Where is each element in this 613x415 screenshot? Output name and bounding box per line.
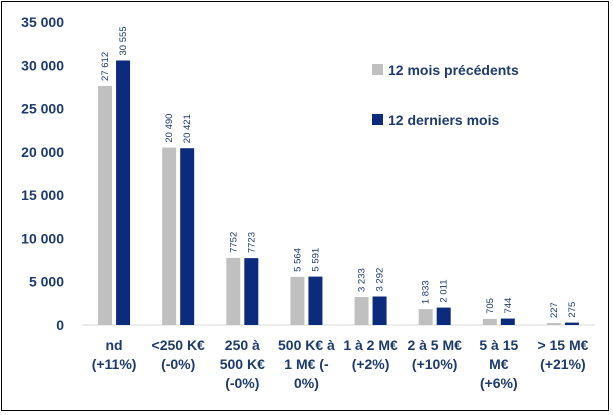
bar-derniers xyxy=(436,307,451,325)
legend-swatch xyxy=(372,114,383,125)
data-label: 2 011 xyxy=(439,280,450,303)
data-label: 20 421 xyxy=(182,114,193,143)
y-tick-label: 20 000 xyxy=(21,144,64,160)
legend-swatch xyxy=(372,64,383,75)
category-labels-layer: nd (+11%) <250 K€ (-0%) 250 à 500 K€ (-0%) 500 … xyxy=(92,337,589,391)
bar-derniers xyxy=(564,322,579,325)
bar-precedents xyxy=(290,276,305,325)
data-label: 7723 xyxy=(246,232,257,253)
data-label: 5 591 xyxy=(310,248,321,272)
category-label: M€ xyxy=(489,356,509,372)
bar-derniers xyxy=(116,60,131,326)
legend-label: 12 derniers mois xyxy=(388,112,499,128)
data-label: 744 xyxy=(503,298,514,314)
data-label: 20 490 xyxy=(164,114,175,143)
y-tick-label: 10 000 xyxy=(21,230,64,246)
category-label: 500 K€ à xyxy=(278,337,335,353)
data-label: 7752 xyxy=(228,232,239,253)
data-label: 275 xyxy=(567,302,578,318)
category-label: 2 à 5 M€ xyxy=(407,337,462,353)
legend-label: 12 mois précédents xyxy=(388,62,519,78)
category-label: > 15 M€ xyxy=(537,337,588,353)
data-label: 3 292 xyxy=(375,268,386,292)
y-tick-label: 30 000 xyxy=(21,57,64,73)
category-label: (+2%) xyxy=(352,356,390,372)
y-tick-label: 15 000 xyxy=(21,187,64,203)
category-label: nd xyxy=(106,337,123,353)
bar-derniers xyxy=(180,148,195,325)
category-label: 250 à xyxy=(225,337,260,353)
y-tick-label: 25 000 xyxy=(21,101,64,117)
category-label: (-0%) xyxy=(225,375,259,391)
category-label: (+6%) xyxy=(480,375,518,391)
bar-derniers xyxy=(244,258,259,325)
category-label: 5 à 15 xyxy=(479,337,518,353)
category-label: 1 M€ (- xyxy=(284,356,329,372)
category-label: (-0%) xyxy=(161,356,195,372)
category-label: (+10%) xyxy=(412,356,458,372)
bar-derniers xyxy=(500,318,515,325)
category-label: (+11%) xyxy=(92,356,137,372)
data-label: 3 233 xyxy=(357,268,368,292)
data-label: 27 612 xyxy=(100,52,111,81)
y-tick-label: 35 000 xyxy=(21,14,64,30)
data-label: 5 564 xyxy=(292,248,303,272)
category-label: 500 K€ xyxy=(220,356,265,372)
category-label: (+21%) xyxy=(540,356,586,372)
data-label: 30 555 xyxy=(118,26,129,55)
bar-derniers xyxy=(308,276,323,325)
category-label: 1 à 2 M€ xyxy=(343,337,398,353)
y-tick-label: 0 xyxy=(56,317,64,333)
bar-precedents xyxy=(226,257,241,325)
category-label: 0%) xyxy=(294,375,319,391)
bars-layer xyxy=(98,60,579,326)
bar-precedents xyxy=(162,147,177,325)
bar-derniers xyxy=(372,296,387,325)
data-label: 705 xyxy=(485,298,496,314)
category-label: <250 K€ xyxy=(152,337,206,353)
y-tick-label: 5 000 xyxy=(29,274,64,290)
bar-precedents xyxy=(354,297,369,325)
data-label: 227 xyxy=(549,302,560,318)
bar-precedents xyxy=(482,318,497,325)
bar-precedents xyxy=(98,85,113,325)
bar-precedents xyxy=(418,309,433,325)
bar-precedents xyxy=(546,323,561,325)
data-labels-layer: 27 612 20 490 7752 5 564 3 233 1 833 705 227 30 … xyxy=(100,26,578,318)
data-label: 1 833 xyxy=(421,280,432,304)
legend: 12 mois précédents 12 derniers mois xyxy=(372,62,519,128)
